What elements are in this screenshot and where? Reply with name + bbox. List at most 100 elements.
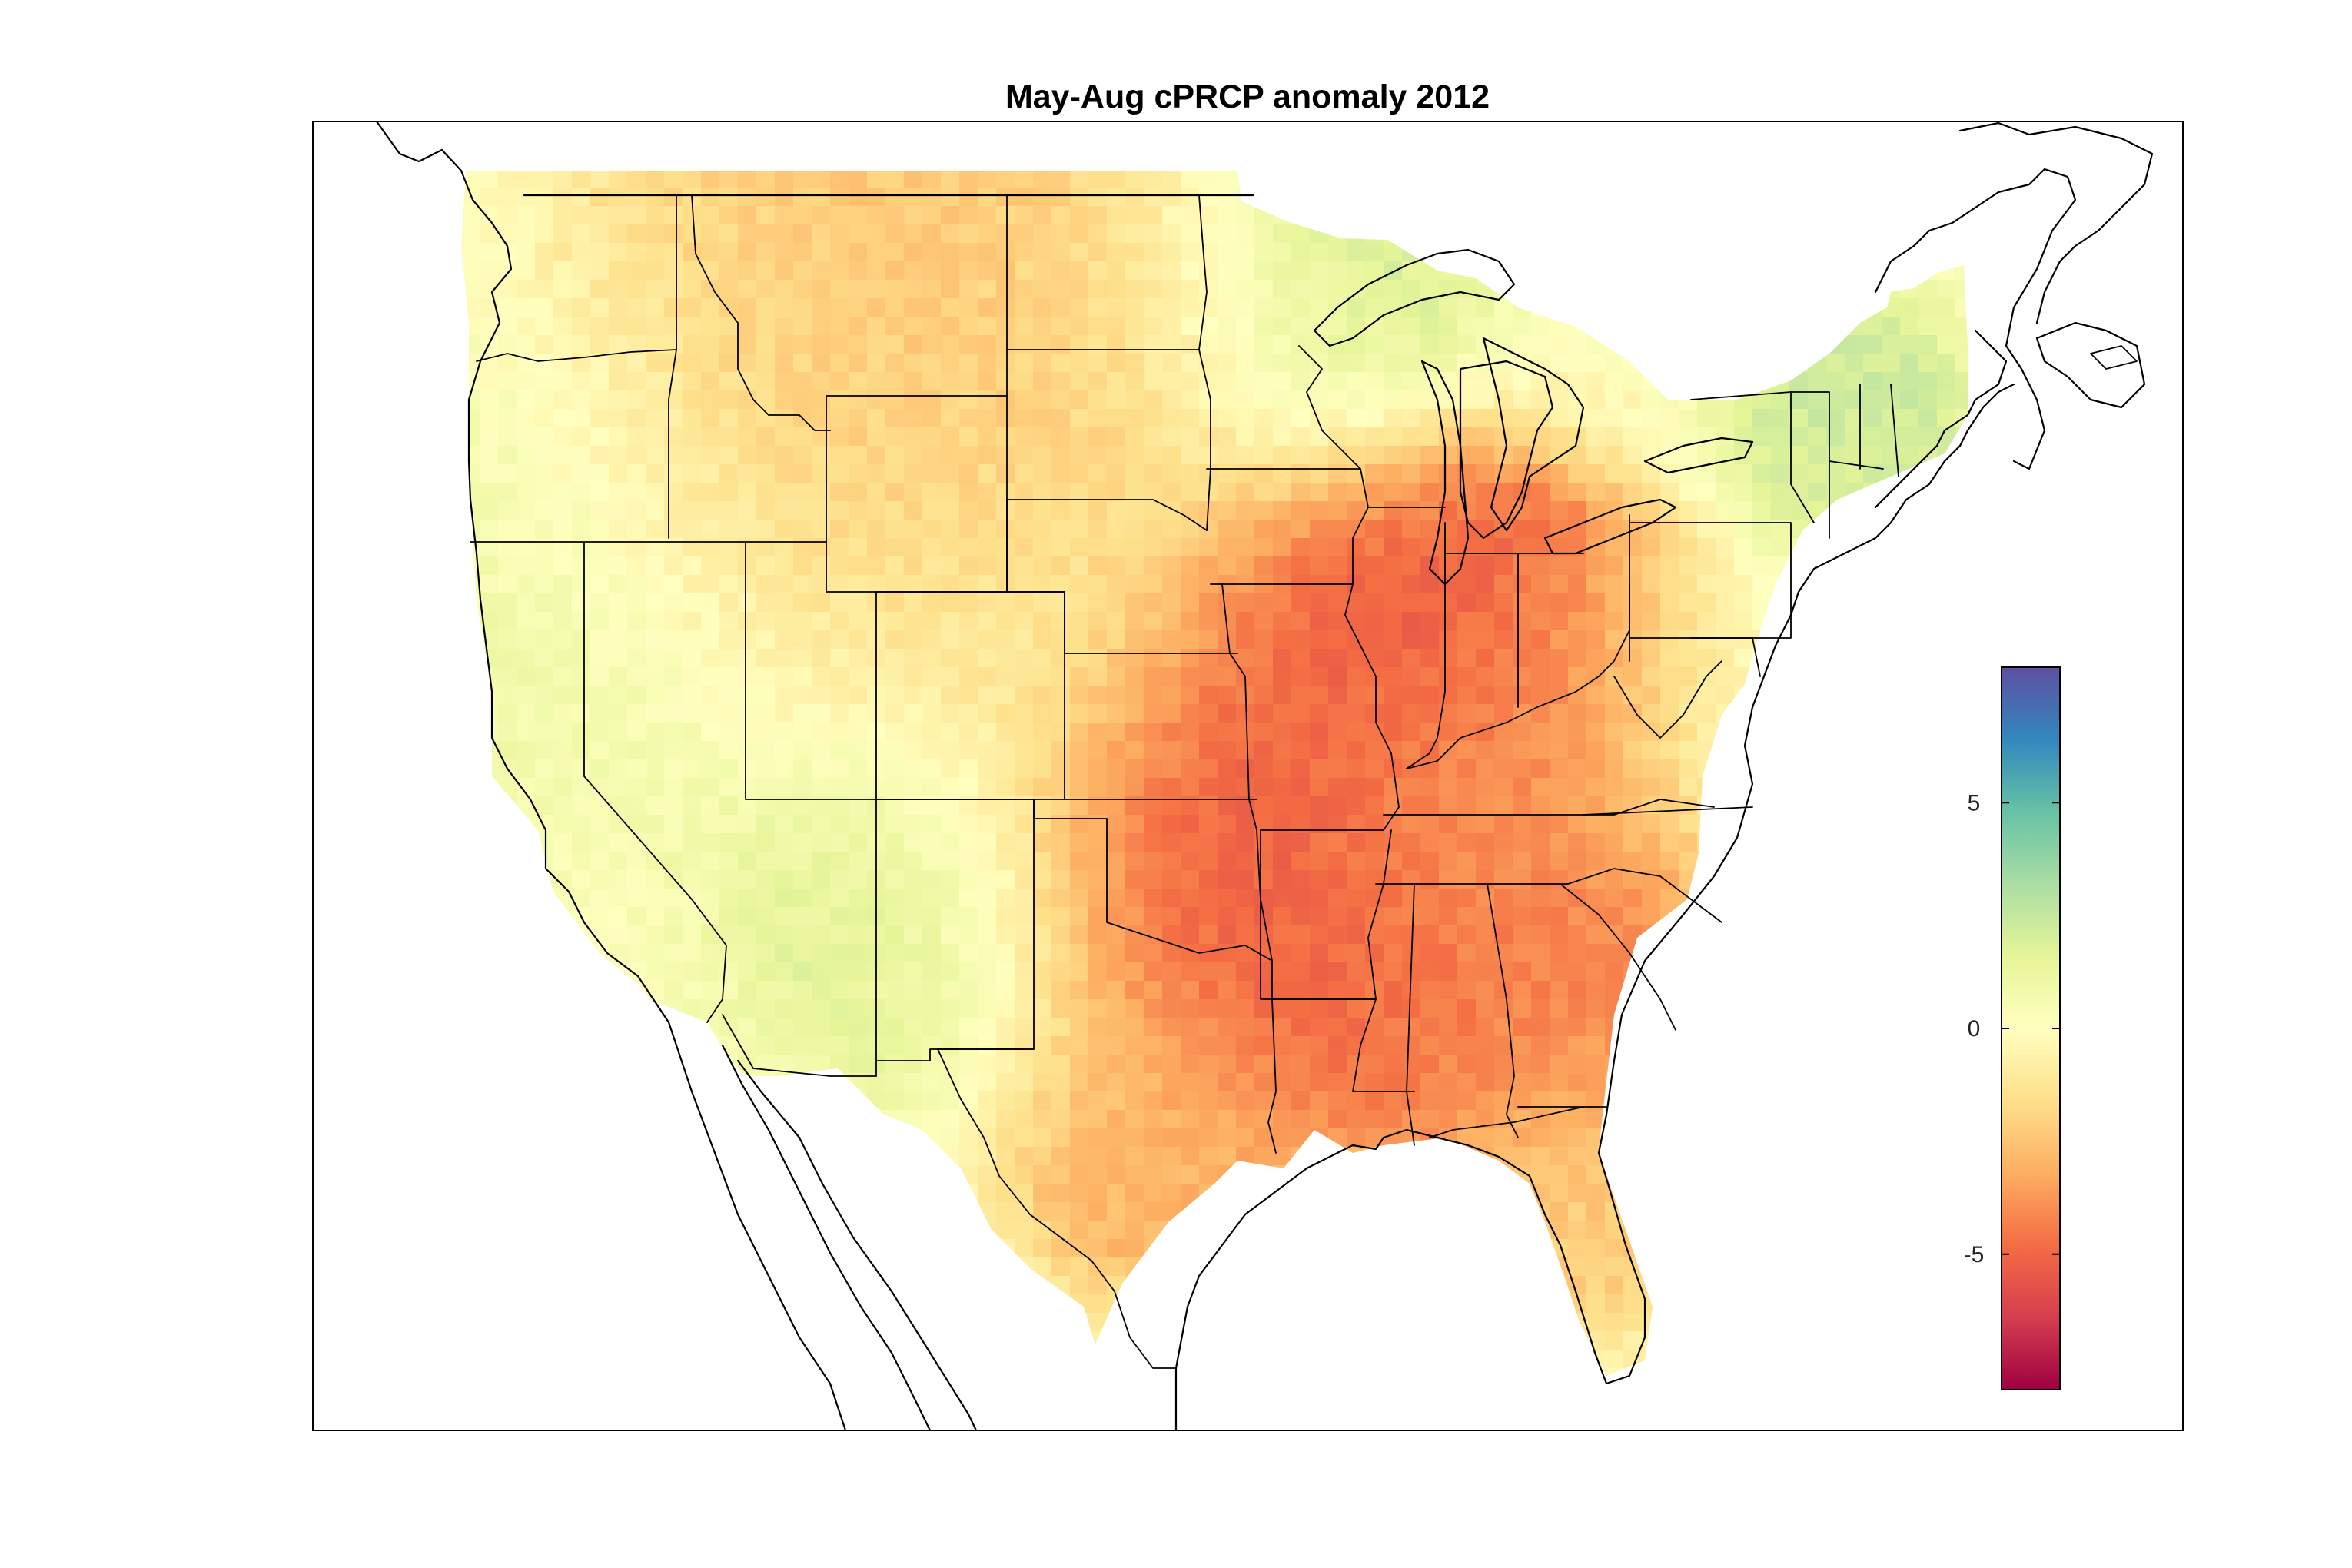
heatmap-cell <box>1476 667 1495 686</box>
heatmap-cell <box>1623 446 1643 465</box>
heatmap-cell <box>1679 446 1698 465</box>
heatmap-cell <box>553 593 573 613</box>
heatmap-cell <box>609 538 628 557</box>
heatmap-cell <box>701 612 720 631</box>
heatmap-cell <box>1568 907 1587 926</box>
heatmap-cell <box>756 261 776 281</box>
heatmap-cell <box>1254 962 1274 982</box>
heatmap-cell <box>1384 723 1403 742</box>
heatmap-cell <box>941 171 960 188</box>
heatmap-cell <box>1531 907 1550 926</box>
heatmap-cell <box>1660 667 1679 686</box>
heatmap-cell <box>664 981 683 1000</box>
heatmap-cell <box>941 889 960 908</box>
heatmap-cell <box>1384 464 1403 483</box>
heatmap-cell <box>1384 1036 1403 1055</box>
heatmap-cell <box>1236 612 1255 631</box>
heatmap-cell <box>1365 925 1384 945</box>
heatmap-cell <box>646 852 665 871</box>
heatmap-cell <box>1402 427 1421 447</box>
heatmap-cell <box>701 962 720 982</box>
heatmap-cell <box>1384 649 1403 668</box>
heatmap-cell <box>498 409 517 428</box>
heatmap-cell <box>1199 1018 1218 1037</box>
heatmap-cell <box>646 667 665 686</box>
heatmap-cell <box>1457 1055 1477 1074</box>
heatmap-cell <box>978 649 997 668</box>
heatmap-cell <box>1033 833 1052 852</box>
heatmap-cell <box>1347 944 1366 963</box>
heatmap-cell <box>1181 981 1200 1000</box>
heatmap-cell <box>590 612 610 631</box>
heatmap-cell <box>1088 778 1108 797</box>
heatmap-cell <box>978 427 997 447</box>
heatmap-cell <box>1088 852 1108 871</box>
heatmap-cell <box>1107 464 1126 483</box>
heatmap-cell <box>1218 870 1237 889</box>
heatmap-cell <box>1420 962 1440 982</box>
heatmap-cell <box>1568 354 1587 373</box>
heatmap-cell <box>996 575 1015 594</box>
heatmap-cell <box>1218 889 1237 908</box>
heatmap-cell <box>646 390 665 410</box>
heatmap-cell <box>1291 999 1311 1018</box>
heatmap-cell <box>1291 372 1311 391</box>
heatmap-cell <box>1365 520 1384 539</box>
heatmap-cell <box>1199 667 1218 686</box>
heatmap-cell <box>830 925 849 945</box>
heatmap-cell <box>1107 1091 1126 1111</box>
heatmap-cell <box>738 593 757 613</box>
heatmap-cell <box>1254 649 1274 668</box>
heatmap-cell <box>609 354 628 373</box>
heatmap-cell <box>1568 999 1587 1018</box>
heatmap-cell <box>1605 612 1624 631</box>
heatmap-cell <box>1420 280 1440 299</box>
heatmap-cell <box>1347 630 1366 649</box>
heatmap-cell <box>1254 280 1274 299</box>
heatmap-cell <box>885 556 905 576</box>
heatmap-cell <box>941 390 960 410</box>
heatmap-cell <box>590 409 610 428</box>
heatmap-cell <box>1513 427 1532 447</box>
heatmap-cell <box>1310 520 1329 539</box>
heatmap-cell <box>1273 427 1292 447</box>
heatmap-cell <box>535 335 554 354</box>
heatmap-cell <box>535 575 554 594</box>
heatmap-cell <box>775 907 794 926</box>
heatmap-cell <box>1476 925 1495 945</box>
heatmap-cell <box>738 741 757 760</box>
heatmap-cell <box>904 206 923 225</box>
heatmap-cell <box>664 925 683 945</box>
heatmap-cell <box>1310 686 1329 705</box>
heatmap-cell <box>978 852 997 871</box>
heatmap-cell <box>996 1018 1015 1037</box>
heatmap-cell <box>498 335 517 354</box>
heatmap-cell <box>1107 612 1126 631</box>
heatmap-cell <box>812 612 831 631</box>
heatmap-cell <box>1457 612 1477 631</box>
heatmap-cell <box>609 171 628 188</box>
heatmap-cell <box>978 390 997 410</box>
heatmap-cell <box>1439 962 1458 982</box>
heatmap-cell <box>719 889 739 908</box>
heatmap-cell <box>1531 1147 1550 1166</box>
heatmap-cell <box>664 704 683 723</box>
heatmap-cell <box>756 446 776 465</box>
heatmap-cell <box>922 335 942 354</box>
heatmap-cell <box>1513 612 1532 631</box>
heatmap-cell <box>517 243 536 262</box>
heatmap-cell <box>1070 667 1089 686</box>
heatmap-cell <box>1181 907 1200 926</box>
heatmap-cell <box>683 280 702 299</box>
heatmap-cell <box>1107 188 1126 207</box>
heatmap-cell <box>941 778 960 797</box>
heatmap-cell <box>517 298 536 317</box>
heatmap-cell <box>1254 464 1274 483</box>
heatmap-cell <box>719 483 739 502</box>
heatmap-cell <box>719 723 739 742</box>
heatmap-cell <box>719 427 739 447</box>
heatmap-cell <box>1181 1091 1200 1111</box>
heatmap-cell <box>590 815 610 834</box>
heatmap-cell <box>1402 483 1421 502</box>
heatmap-cell <box>756 1018 776 1037</box>
